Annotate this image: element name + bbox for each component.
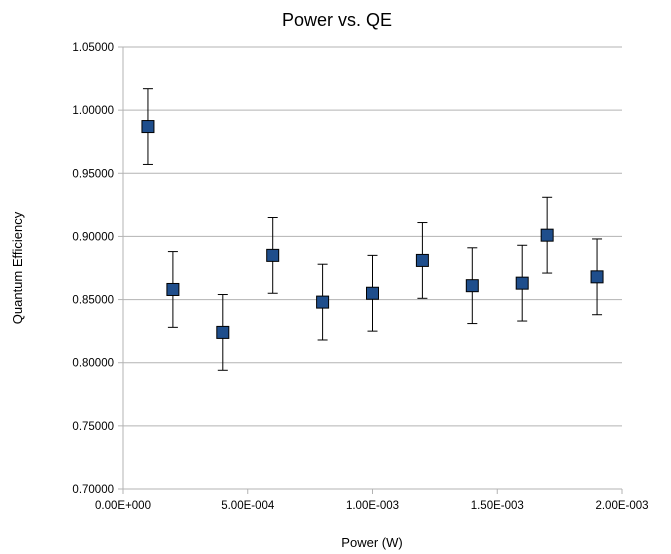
error-bars [142, 88, 603, 371]
data-point [465, 279, 479, 293]
y-tick-label: 0.95000 [72, 168, 114, 180]
y-tick-labels: 0.70000 0.75000 0.80000 0.85000 0.90000 0.950… [72, 42, 114, 496]
data-point [590, 270, 604, 284]
y-tick-label: 0.80000 [72, 358, 114, 370]
x-axis-title: Power (W) [341, 535, 402, 550]
data-point [540, 228, 554, 242]
y-tick-label: 1.00000 [72, 105, 114, 117]
data-point [141, 120, 155, 134]
data-point [366, 286, 379, 300]
y-tick-label: 0.85000 [72, 295, 114, 307]
y-tick-label: 0.90000 [72, 231, 114, 243]
gridlines [123, 46, 622, 490]
data-point [316, 295, 330, 309]
data-point [216, 325, 230, 339]
y-tick-label: 1.05000 [72, 42, 114, 54]
data-point [515, 276, 529, 290]
x-tick-label: 5.00E-004 [221, 500, 275, 512]
x-tick-label: 1.50E-003 [471, 500, 524, 512]
data-points [141, 120, 604, 339]
chart-title: Power vs. QE [282, 10, 392, 30]
data-point [266, 248, 280, 262]
axes [118, 46, 623, 494]
y-tick-label: 0.70000 [72, 484, 114, 496]
data-point [166, 282, 180, 296]
x-tick-label: 0.00E+000 [95, 500, 151, 512]
y-axis-title: Quantum Efficiency [10, 211, 25, 324]
data-point [415, 253, 429, 267]
y-tick-label: 0.75000 [72, 421, 114, 433]
x-tick-labels: 0.00E+000 5.00E-004 1.00E-003 1.50E-003 2.00… [95, 500, 649, 512]
x-tick-label: 1.00E-003 [346, 500, 399, 512]
x-tick-label: 2.00E-003 [595, 500, 648, 512]
